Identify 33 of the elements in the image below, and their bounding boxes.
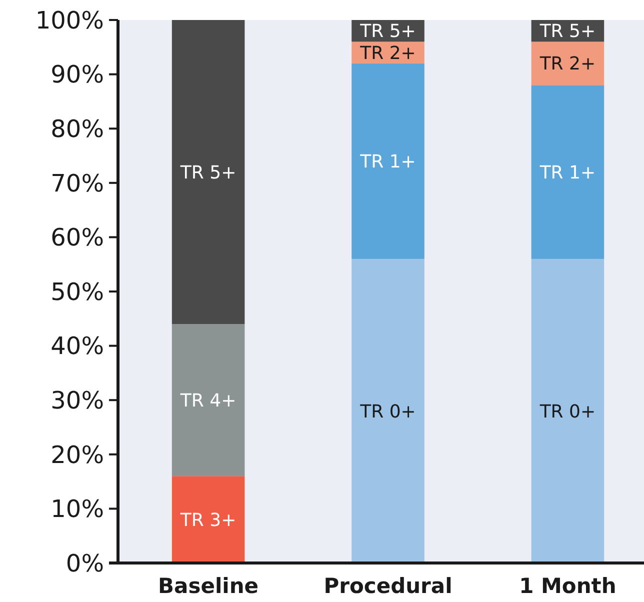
bar [352, 258, 424, 563]
text: TR 0+ [540, 401, 596, 422]
series-label: TR 2+ [359, 42, 416, 64]
y-tick-label: 60% [50, 224, 104, 252]
y-tick-label: 90% [50, 60, 104, 89]
y-tick-label: 70% [50, 169, 104, 198]
y-tick-label: 30% [50, 386, 104, 414]
text: TR 5+ [180, 162, 236, 184]
bar [352, 63, 424, 259]
text: TR 5+ [540, 21, 596, 42]
y-tick-label: 10% [50, 495, 104, 524]
x-tick-label: 1 Month [519, 574, 616, 598]
y-tick-label: 20% [50, 440, 104, 469]
bar [531, 258, 604, 563]
bar [531, 85, 604, 259]
x-tick-label: Baseline [158, 574, 259, 598]
series-label: TR 1+ [359, 151, 416, 172]
series-label: TR 3+ [179, 510, 236, 531]
bar [531, 42, 604, 86]
y-tick-label: 80% [50, 115, 104, 143]
x-tick-label: Procedural [324, 574, 452, 598]
series-label: TR 0+ [359, 401, 416, 422]
bar [172, 20, 245, 324]
y-tick-label: 40% [50, 332, 104, 360]
text: TR 1+ [540, 162, 596, 184]
y-tick-label: 50% [50, 278, 104, 306]
bar [172, 324, 245, 476]
y-tick-label: 0% [66, 549, 104, 578]
bar [172, 476, 245, 563]
y-tick-label: 100% [35, 6, 104, 34]
series-label: TR 5+ [359, 21, 416, 42]
text: TR 2+ [540, 54, 596, 75]
series-label: TR 4+ [179, 390, 236, 412]
